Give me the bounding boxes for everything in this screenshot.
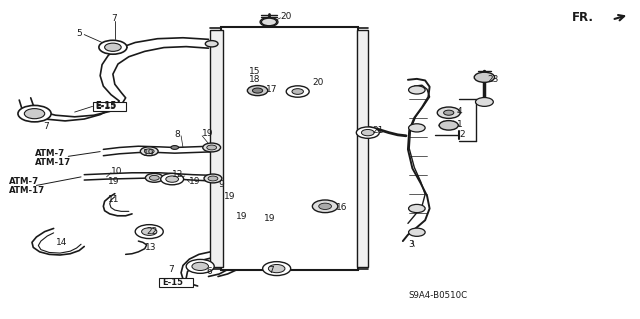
Circle shape [260, 18, 278, 26]
Circle shape [476, 98, 493, 106]
Circle shape [149, 175, 159, 180]
Text: 19: 19 [108, 176, 120, 186]
Text: 12: 12 [172, 170, 184, 179]
Text: E-15: E-15 [162, 278, 183, 287]
Circle shape [439, 121, 458, 130]
Circle shape [135, 225, 163, 239]
Bar [93, 102, 125, 111]
Text: 8: 8 [175, 130, 180, 139]
Circle shape [292, 89, 303, 94]
Circle shape [104, 43, 121, 51]
Circle shape [247, 85, 268, 96]
Circle shape [166, 176, 179, 182]
Circle shape [408, 86, 425, 94]
Circle shape [205, 41, 218, 47]
Text: 20: 20 [312, 78, 324, 86]
Circle shape [144, 149, 154, 154]
Text: 22: 22 [147, 227, 158, 236]
Text: 11: 11 [108, 195, 120, 204]
Text: 9: 9 [218, 180, 224, 189]
Text: 19: 19 [225, 192, 236, 201]
Text: 15: 15 [248, 67, 260, 76]
Text: 7: 7 [168, 265, 174, 274]
Text: 19: 19 [143, 149, 154, 158]
Text: 7: 7 [268, 266, 273, 275]
Text: ATM-17: ATM-17 [9, 186, 45, 195]
Circle shape [356, 127, 380, 138]
Circle shape [252, 88, 262, 93]
Circle shape [140, 147, 158, 156]
Circle shape [192, 262, 209, 271]
Text: 19: 19 [189, 176, 201, 186]
Circle shape [204, 174, 222, 183]
Text: 14: 14 [56, 238, 67, 247]
Text: 10: 10 [111, 167, 122, 176]
Text: 3: 3 [408, 240, 413, 249]
Circle shape [203, 143, 221, 152]
Bar [159, 278, 193, 287]
Circle shape [161, 174, 184, 185]
Circle shape [186, 259, 214, 273]
Circle shape [444, 110, 454, 115]
Circle shape [362, 130, 374, 136]
Circle shape [319, 203, 332, 210]
Circle shape [141, 228, 157, 235]
Text: ATM-7: ATM-7 [35, 149, 65, 158]
Circle shape [261, 18, 276, 26]
Text: 16: 16 [336, 203, 348, 212]
Text: 23: 23 [487, 75, 499, 84]
Text: ATM-17: ATM-17 [35, 158, 71, 167]
Text: 19: 19 [202, 129, 214, 138]
Text: 21: 21 [372, 126, 383, 135]
Circle shape [408, 124, 425, 132]
Text: 1: 1 [457, 120, 463, 129]
Circle shape [99, 40, 127, 54]
Bar [357, 30, 369, 267]
Text: E-15: E-15 [96, 101, 117, 110]
Circle shape [24, 108, 45, 119]
Circle shape [312, 200, 338, 213]
Text: 20: 20 [280, 12, 292, 21]
Text: S9A4-B0510C: S9A4-B0510C [408, 291, 467, 300]
Circle shape [208, 176, 218, 181]
Circle shape [437, 107, 460, 118]
Bar [210, 30, 223, 267]
Circle shape [286, 86, 309, 97]
Text: 2: 2 [459, 130, 465, 139]
Text: 6: 6 [207, 267, 212, 276]
Text: 5: 5 [77, 28, 83, 38]
Circle shape [268, 264, 285, 273]
Text: 19: 19 [236, 212, 248, 221]
Circle shape [408, 204, 425, 213]
Text: 19: 19 [264, 213, 275, 222]
Text: FR.: FR. [572, 11, 594, 24]
Circle shape [171, 145, 179, 149]
Text: 13: 13 [145, 243, 156, 252]
Circle shape [408, 228, 425, 236]
Circle shape [474, 72, 495, 82]
Bar [221, 27, 358, 270]
Text: 17: 17 [266, 85, 277, 94]
Circle shape [145, 174, 163, 182]
Text: 4: 4 [457, 107, 463, 116]
Text: 18: 18 [248, 75, 260, 84]
Text: ATM-7: ATM-7 [9, 177, 39, 186]
Circle shape [207, 145, 216, 150]
Circle shape [262, 262, 291, 276]
Text: 7: 7 [111, 14, 116, 23]
Circle shape [18, 105, 51, 122]
Text: 7: 7 [43, 122, 49, 131]
Text: E-15: E-15 [95, 102, 116, 111]
